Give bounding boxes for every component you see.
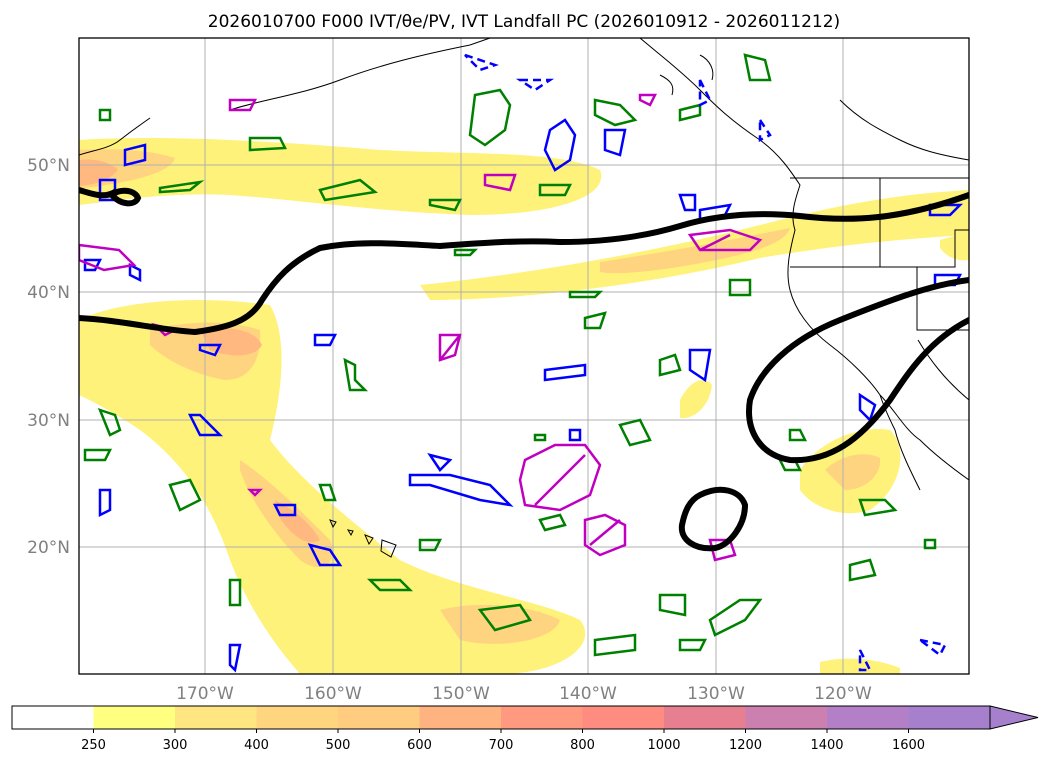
colorbar-segment	[175, 706, 257, 729]
figure-title: 2026010700 F000 IVT/θe/PV, IVT Landfall …	[208, 12, 840, 32]
pv-contours	[83, 53, 964, 673]
colorbar-segment	[745, 706, 828, 729]
colorbar-segment	[419, 706, 502, 729]
colorbar-segment	[501, 706, 583, 729]
colorbar-segment	[256, 706, 339, 729]
colorbar-tick-label: 1400	[810, 738, 843, 753]
map-frame	[78, 37, 970, 675]
lat-label-50n: 50°N	[27, 156, 70, 176]
lon-label-140w: 140°W	[559, 684, 617, 704]
lon-label-150w: 150°W	[432, 684, 490, 704]
colorbar-tick-label: 300	[163, 738, 188, 753]
colorbar-segment	[93, 706, 176, 729]
lat-label-30n: 30°N	[27, 411, 70, 431]
longitude-labels: 170°W 160°W 150°W 140°W 130°W 120°W	[176, 684, 872, 704]
colorbar-segment	[582, 706, 665, 729]
theta-e-contours	[83, 53, 937, 657]
ivt-landfall-contours	[79, 187, 969, 552]
latitude-labels: 50°N 40°N 30°N 20°N	[27, 156, 70, 558]
colorbar-tick-label: 500	[326, 738, 351, 753]
colorbar-tick-label: 600	[407, 738, 432, 753]
colorbar-tick-label: 1600	[892, 738, 925, 753]
colorbar-extend-arrow	[989, 705, 1039, 730]
colorbar-tick-label: 250	[81, 738, 106, 753]
lat-label-40n: 40°N	[27, 283, 70, 303]
lon-label-130w: 130°W	[687, 684, 745, 704]
lat-label-20n: 20°N	[27, 538, 70, 558]
colorbar-tick-label: 400	[244, 738, 269, 753]
colorbar-tick-label: 1000	[647, 738, 680, 753]
lon-label-170w: 170°W	[176, 684, 234, 704]
coastlines	[79, 38, 969, 558]
colorbar-tick-label: 700	[489, 738, 514, 753]
map-area	[79, 38, 969, 674]
colorbar-segment	[827, 706, 909, 729]
lon-label-120w: 120°W	[814, 684, 872, 704]
colorbar-segment	[664, 706, 746, 729]
colorbar-segment	[12, 706, 94, 729]
colorbar: 250 300 400 500 600 700 800 1000 1200 1400 1600	[11, 705, 1039, 753]
colorbar-tick-label: 1200	[729, 738, 762, 753]
colorbar-segment	[908, 706, 991, 729]
colorbar-tick-label: 800	[570, 738, 595, 753]
ivt-shading	[79, 138, 969, 674]
lon-label-160w: 160°W	[304, 684, 362, 704]
colorbar-segment	[338, 706, 420, 729]
